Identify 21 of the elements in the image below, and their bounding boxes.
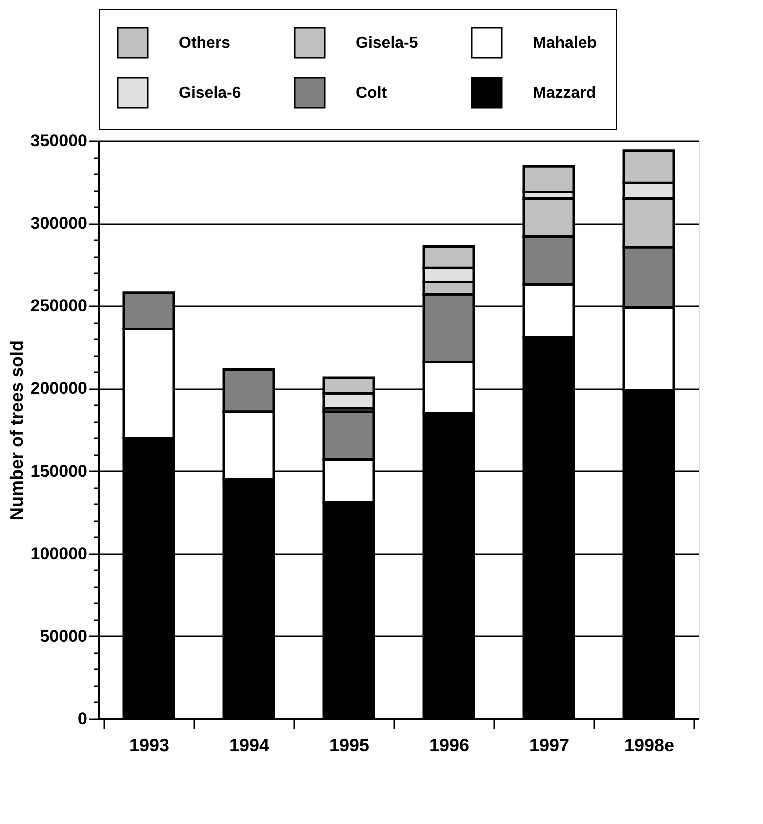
x-tick-label: 1996 [429, 736, 470, 756]
y-tick-label: 300000 [30, 214, 88, 234]
x-tick-label: 1994 [229, 736, 270, 756]
legend-label: Mahaleb [533, 35, 598, 52]
y-tick-label: 0 [78, 710, 88, 728]
y-tick-label: 100000 [30, 544, 88, 564]
x-tick-label: 1995 [329, 736, 370, 756]
x-tick-label: 1997 [529, 736, 570, 756]
y-tick-label: 350000 [30, 132, 88, 150]
y-tick-label: 200000 [30, 379, 88, 398]
legend-label: Gisela-6 [179, 85, 242, 102]
legend-label: Colt [356, 85, 388, 102]
x-tick-label: 1993 [129, 736, 170, 756]
x-tick-label: 1998e [624, 736, 675, 756]
legend-label: Mazzard [533, 85, 596, 102]
y-tick-label: 50000 [40, 626, 88, 646]
y-axis-title: Number of trees sold [6, 340, 27, 521]
y-tick-label: 150000 [30, 462, 88, 481]
y-tick-label: 250000 [30, 296, 88, 316]
legend-label: Gisela-5 [356, 35, 418, 52]
legend-label: Others [179, 35, 231, 52]
